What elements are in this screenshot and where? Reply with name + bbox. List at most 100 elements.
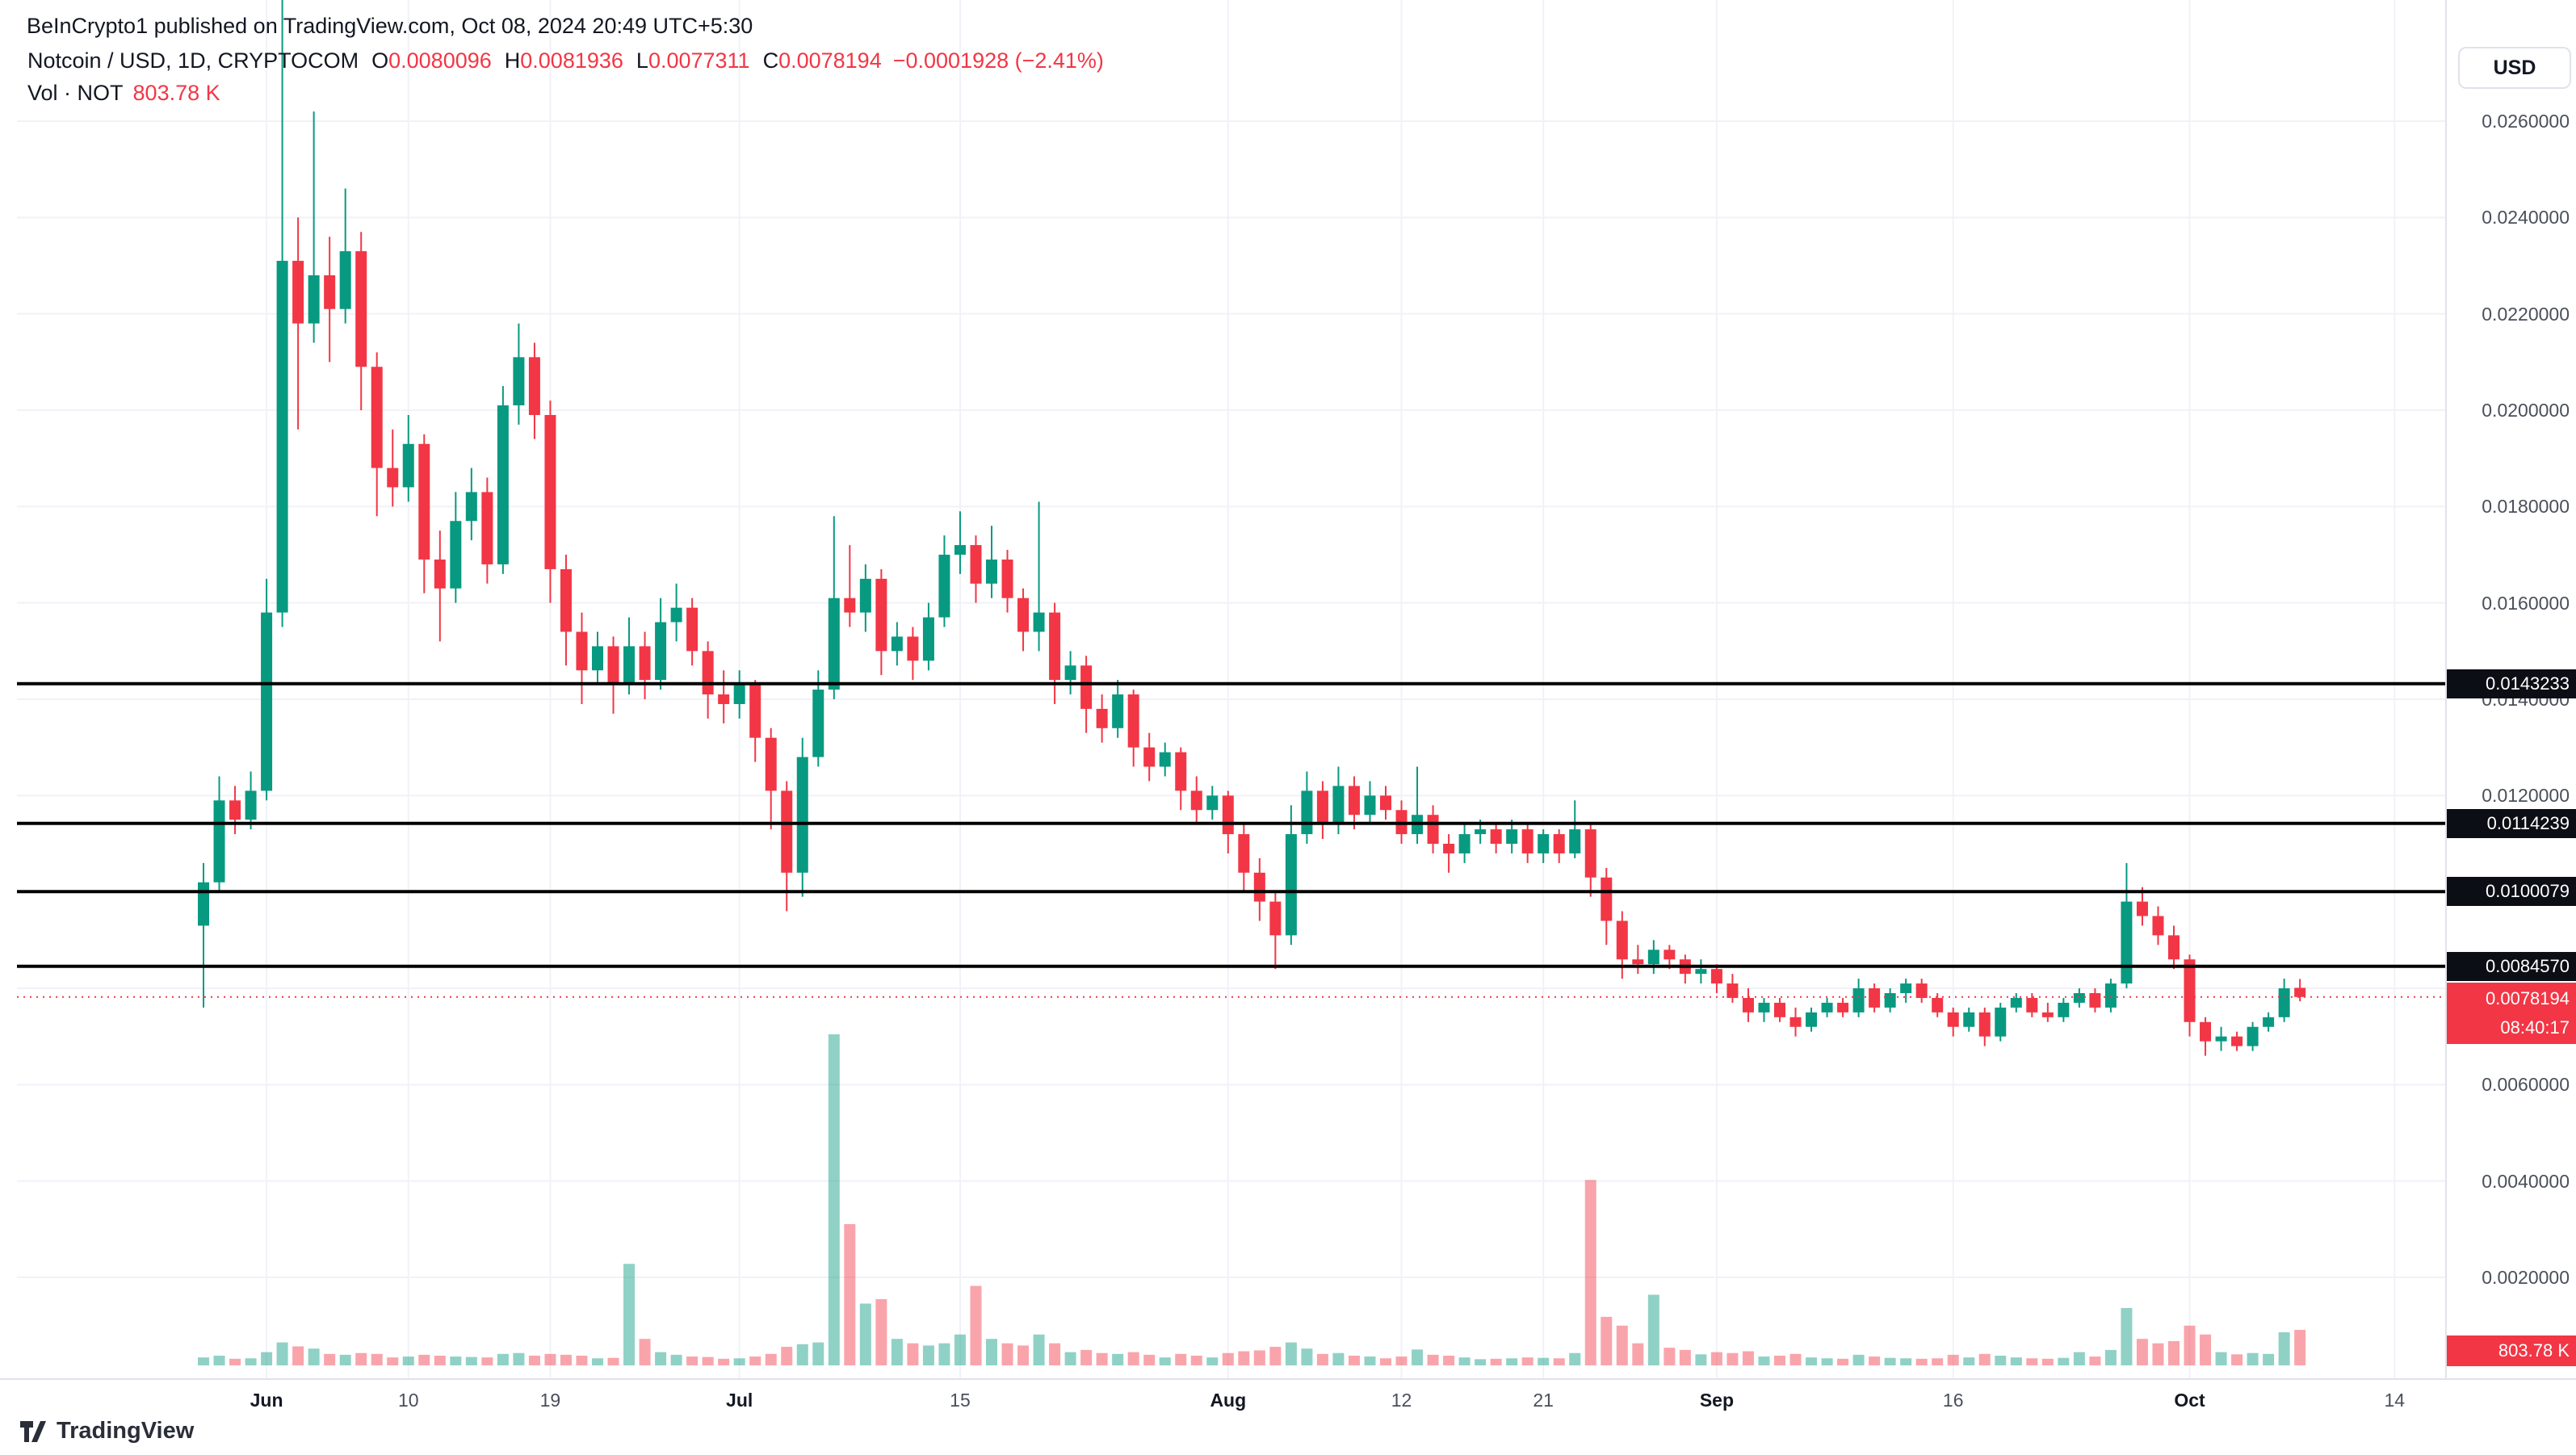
volume-bar (371, 1353, 383, 1365)
y-axis-label: 0.0220000 (2482, 303, 2570, 325)
volume-bar (828, 1034, 840, 1365)
tradingview-logo-text: TradingView (57, 1418, 195, 1444)
publish-byline: BeInCrypto1 published on TradingView.com… (27, 14, 753, 38)
candle-body (1616, 920, 1628, 960)
candle-body (560, 568, 572, 632)
currency-toggle-button[interactable]: USD (2458, 47, 2571, 89)
volume-bar (1789, 1353, 1802, 1365)
volume-bar (1475, 1359, 1487, 1365)
candle-body (1269, 901, 1282, 936)
candle-body (1001, 559, 1013, 598)
price-axis[interactable]: USD 0.0078194 08:40:17 803.78 K 0.014323… (2445, 0, 2576, 1378)
volume-bar (702, 1356, 714, 1365)
ohlc-low: L0.0077311 (636, 48, 750, 73)
x-axis-label: 19 (539, 1390, 561, 1411)
candle-body (1947, 1012, 1959, 1027)
volume-bar (418, 1354, 430, 1365)
volume-bar (1348, 1355, 1360, 1365)
volume-bar (1601, 1316, 1613, 1365)
candle-body (481, 492, 493, 564)
symbol-legend: Notcoin / USD, 1D, CRYPTOCOM O0.0080096 H0… (27, 48, 1104, 73)
candle-body (402, 443, 414, 488)
volume-bar (1900, 1358, 1912, 1365)
volume-bar (1395, 1356, 1408, 1365)
time-axis[interactable]: Jun 10 19 Jul 15 Aug 12 21 Sep 16 Oct 14 (0, 1378, 2576, 1455)
ohlc-close-value: 0.0078194 (778, 48, 882, 73)
volume-bar (434, 1355, 446, 1365)
volume-bar (2263, 1353, 2275, 1365)
volume-bar (544, 1353, 556, 1365)
volume-bar (308, 1348, 320, 1365)
volume-bar (481, 1357, 493, 1365)
volume-bar (324, 1353, 336, 1365)
candle-body (875, 578, 887, 652)
volume-bar (1033, 1334, 1045, 1365)
ohlc-close: C0.0078194 (763, 48, 882, 73)
candle-body (702, 651, 714, 695)
ohlc-high: H0.0081936 (505, 48, 623, 73)
candle-body (1506, 829, 1518, 845)
volume-bar (1632, 1343, 1644, 1365)
candle-body (1475, 829, 1487, 835)
candle-body (434, 559, 446, 589)
candle-body (1884, 992, 1896, 1008)
y-axis-label: 0.0040000 (2482, 1170, 2570, 1192)
volume-bar (2041, 1358, 2054, 1365)
candle-body (607, 646, 619, 686)
tradingview-attribution[interactable]: TradingView (19, 1418, 194, 1445)
volume-bar (1553, 1358, 1565, 1365)
candle-body (1143, 747, 1156, 767)
last-price-label: 0.0078194 08:40:17 (2447, 982, 2576, 1044)
volume-bar (670, 1354, 682, 1365)
volume-bar (1269, 1347, 1282, 1365)
candle-body (1774, 1002, 1785, 1017)
candle-body (1806, 1012, 1818, 1027)
candle-body (1427, 815, 1439, 845)
candle-body (2026, 997, 2038, 1013)
volume-bar (1096, 1352, 1108, 1365)
candle-body (1726, 983, 1739, 998)
candle-body (1978, 1012, 1991, 1037)
candle-body (1538, 834, 1550, 853)
candle-body (339, 251, 351, 309)
volume-bar (2010, 1357, 2022, 1365)
candle-body (1789, 1017, 1802, 1027)
volume-bar (339, 1354, 351, 1365)
volume-legend-value: 803.78 K (132, 81, 220, 105)
x-axis-label: 12 (1391, 1390, 1412, 1411)
volume-bar (2152, 1343, 2164, 1365)
candle-body (749, 685, 761, 738)
candle-body (1647, 950, 1659, 965)
symbol-title[interactable]: Notcoin / USD, 1D, CRYPTOCOM (27, 48, 359, 73)
volume-bar (1301, 1348, 1313, 1365)
volume-bar (528, 1355, 540, 1365)
candle-body (1206, 795, 1219, 811)
volume-bar (1253, 1350, 1265, 1365)
volume-bar (2168, 1340, 2180, 1365)
candle-body (1127, 694, 1139, 748)
volume-bar (1821, 1358, 1833, 1365)
candle-body (2247, 1026, 2259, 1046)
candle-body (2089, 992, 2101, 1008)
candle-body (1932, 997, 1944, 1013)
volume-bar (859, 1303, 871, 1365)
volume-axis-label: 803.78 K (2447, 1335, 2576, 1366)
volume-bar (1064, 1352, 1076, 1365)
candle-body (2168, 935, 2180, 960)
candle-body (1332, 786, 1345, 825)
y-axis-label: 0.0200000 (2482, 400, 2570, 421)
volume-bar (2215, 1352, 2227, 1365)
bar-countdown: 08:40:17 (2500, 1017, 2570, 1038)
volume-bar (1190, 1355, 1202, 1365)
volume-bar (1963, 1357, 1975, 1365)
candle-body (1458, 834, 1471, 853)
candle-body (2041, 1012, 2054, 1017)
x-axis-label: Jul (726, 1390, 753, 1411)
volume-legend-label[interactable]: Vol · NOT (27, 81, 124, 105)
candle-body (229, 800, 241, 820)
volume-bar (891, 1339, 903, 1365)
volume-bar (261, 1352, 273, 1365)
candle-body (1758, 1002, 1770, 1013)
